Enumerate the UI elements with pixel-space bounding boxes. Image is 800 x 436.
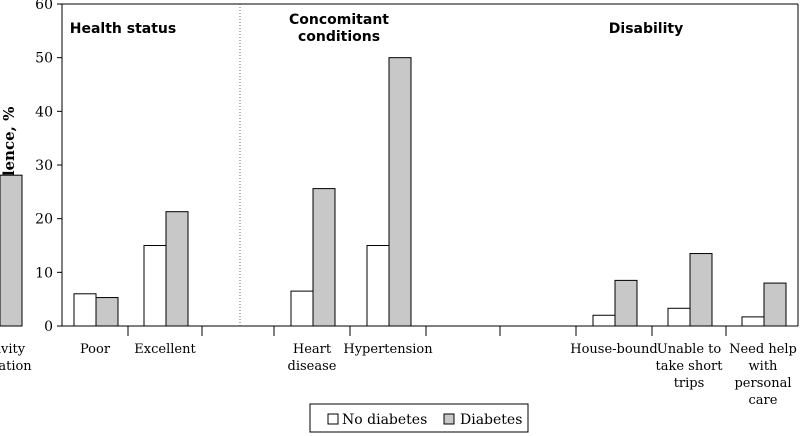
bar-no-diabetes [741,316,765,327]
category-label: Heart [293,342,332,357]
bar-diabetes [95,297,119,327]
category-label: Poor [80,342,111,357]
group-title: Disability [609,21,683,37]
bar-diabetes [0,174,23,327]
category-label: Need help [729,342,797,357]
legend-box [309,403,529,433]
y-tick-label: 0 [44,319,53,335]
group-title: Health status [70,21,176,37]
y-tick-label: 60 [35,0,53,13]
bar-no-diabetes [667,307,691,327]
bars [0,57,787,327]
bar-diabetes [312,188,336,327]
legend-swatch-diabetes [443,413,455,425]
legend-label-diabetes: Diabetes [460,412,522,428]
legend: No diabetes Diabetes [309,403,529,433]
category-label: Activity [0,342,26,357]
y-tick-label: 50 [35,51,53,67]
category-label: disease [288,359,337,374]
bar-diabetes [689,253,713,327]
category-label: care [749,393,778,408]
category-label: personal [734,376,791,391]
legend-label-no-diabetes: No diabetes [342,412,427,428]
legend-swatch-no-diabetes [327,413,339,425]
category-label: limitation [0,359,32,374]
bar-no-diabetes [592,314,616,327]
category-label: House-bound [570,342,658,357]
category-label: with [749,359,779,374]
category-label: trips [674,376,705,391]
bar-no-diabetes [73,293,97,327]
category-label: take short [656,359,724,374]
group-title: conditions [298,29,380,45]
y-tick-label: 30 [35,158,53,174]
category-label: Excellent [134,342,196,357]
bar-diabetes [388,57,412,327]
category-label: Hypertension [343,342,433,357]
bar-no-diabetes [143,245,167,327]
bar-no-diabetes [366,245,390,327]
bar-diabetes [763,282,787,327]
bar-no-diabetes [290,290,314,327]
bar-diabetes [614,279,638,327]
category-label: Unable to [657,342,722,357]
y-tick-label: 10 [35,265,53,281]
bar-diabetes [165,211,189,327]
y-tick-label: 20 [35,212,53,228]
group-title: Concomitant [289,12,389,28]
y-tick-label: 40 [35,104,53,120]
